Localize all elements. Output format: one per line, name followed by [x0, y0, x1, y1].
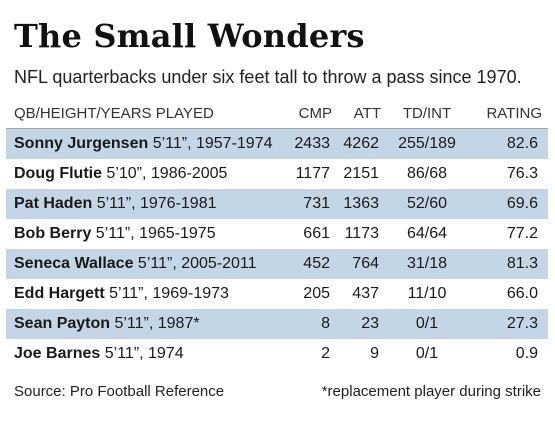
cmp-cell: 661: [303, 225, 330, 242]
qb-height-years: 5’11”, 1965-1975: [91, 225, 216, 242]
tdint-cell: 31/18: [406, 255, 448, 272]
qb-height-years: 5’11”, 1974: [100, 345, 184, 362]
qb-name: Bob Berry: [14, 225, 92, 242]
tdint-cell: 255/189: [398, 135, 456, 152]
column-header-qb: QB/HEIGHT/YEARS PLAYED: [14, 105, 214, 122]
cmp-cell: 8: [321, 315, 330, 332]
qb-height-years: 5’11”, 1976-1981: [92, 195, 217, 212]
rating-cell: 0.9: [515, 345, 538, 362]
rating-cell: 69.6: [506, 195, 538, 212]
qb-height-years: 5’11”, 1969-1973: [104, 285, 229, 302]
qb-name: Sonny Jurgensen: [14, 135, 149, 152]
cmp-cell: 205: [303, 285, 330, 302]
qb-cell: Joe Barnes 5’11”, 1974: [14, 339, 184, 369]
source-note: Source: Pro Football Reference: [14, 383, 225, 400]
table-row: Bob Berry 5’11”, 1965-1975 661 1173 64/6…: [6, 219, 548, 249]
att-cell: 9: [370, 345, 379, 362]
table-row: Pat Haden 5’11”, 1976-1981 731 1363 52/6…: [6, 189, 548, 219]
qb-name: Edd Hargett: [14, 285, 105, 302]
qb-height-years: 5’11”, 1987*: [110, 315, 200, 332]
column-header-rating: RATING: [486, 105, 542, 122]
page-subtitle: NFL quarterbacks under six feet tall to …: [14, 67, 522, 87]
table-row: Sonny Jurgensen 5’11”, 1957-1974 2433 42…: [6, 129, 548, 159]
att-cell: 764: [352, 255, 379, 272]
table-row: Sean Payton 5’11”, 1987* 8 23 0/1 27.3: [6, 309, 548, 339]
qb-cell: Pat Haden 5’11”, 1976-1981: [14, 189, 217, 219]
cmp-cell: 1177: [295, 165, 330, 182]
rating-cell: 27.3: [506, 315, 538, 332]
tdint-cell: 64/64: [406, 225, 448, 242]
qb-height-years: 5’11”, 1957-1974: [148, 135, 273, 152]
table-row: Doug Flutie 5’10”, 1986-2005 1177 2151 8…: [6, 159, 548, 189]
stats-table: QB/HEIGHT/YEARS PLAYED CMP ATT TD/INT RA…: [6, 100, 548, 369]
qb-height-years: 5’11”, 2005-2011: [133, 255, 257, 272]
qb-name: Doug Flutie: [14, 165, 102, 182]
footnote: *replacement player during strike: [321, 383, 541, 400]
table-row: Joe Barnes 5’11”, 1974 2 9 0/1 0.9: [6, 339, 548, 369]
qb-height-years: 5’10”, 1986-2005: [101, 165, 228, 182]
qb-name: Seneca Wallace: [14, 255, 134, 272]
table-row: Seneca Wallace 5’11”, 2005-2011 452 764 …: [6, 249, 548, 279]
att-cell: 23: [361, 315, 379, 332]
cmp-cell: 2433: [294, 135, 330, 152]
att-cell: 1173: [344, 225, 379, 242]
cmp-cell: 731: [303, 195, 330, 212]
qb-cell: Seneca Wallace 5’11”, 2005-2011: [14, 249, 257, 279]
tdint-cell: 52/60: [406, 195, 448, 212]
qb-name: Joe Barnes: [14, 345, 101, 362]
qb-name: Sean Payton: [14, 315, 111, 332]
rating-cell: 82.6: [506, 135, 538, 152]
tdint-cell: 11/10: [407, 285, 447, 302]
page-title: The Small Wonders: [14, 17, 365, 55]
footer: Source: Pro Football Reference *replacem…: [0, 380, 555, 404]
rating-cell: 77.2: [506, 225, 538, 242]
rating-cell: 66.0: [506, 285, 538, 302]
att-cell: 2151: [343, 165, 379, 182]
cmp-cell: 2: [321, 345, 330, 362]
column-header-att: ATT: [353, 105, 381, 122]
rating-cell: 76.3: [506, 165, 538, 182]
att-cell: 4262: [343, 135, 379, 152]
column-header-tdint: TD/INT: [402, 105, 452, 122]
qb-cell: Sean Payton 5’11”, 1987*: [14, 309, 200, 339]
qb-cell: Doug Flutie 5’10”, 1986-2005: [14, 159, 227, 189]
qb-name: Pat Haden: [14, 195, 93, 212]
qb-cell: Edd Hargett 5’11”, 1969-1973: [14, 279, 229, 309]
qb-cell: Bob Berry 5’11”, 1965-1975: [14, 219, 216, 249]
column-header-cmp: CMP: [298, 105, 332, 122]
table-header-row: QB/HEIGHT/YEARS PLAYED CMP ATT TD/INT RA…: [6, 100, 548, 129]
rating-cell: 81.3: [506, 255, 538, 272]
tdint-cell: 0/1: [415, 315, 439, 332]
qb-cell: Sonny Jurgensen 5’11”, 1957-1974: [14, 129, 273, 159]
table-row: Edd Hargett 5’11”, 1969-1973 205 437 11/…: [6, 279, 548, 309]
att-cell: 437: [352, 285, 379, 302]
tdint-cell: 0/1: [415, 345, 439, 362]
cmp-cell: 452: [303, 255, 330, 272]
att-cell: 1363: [343, 195, 379, 212]
tdint-cell: 86/68: [406, 165, 448, 182]
